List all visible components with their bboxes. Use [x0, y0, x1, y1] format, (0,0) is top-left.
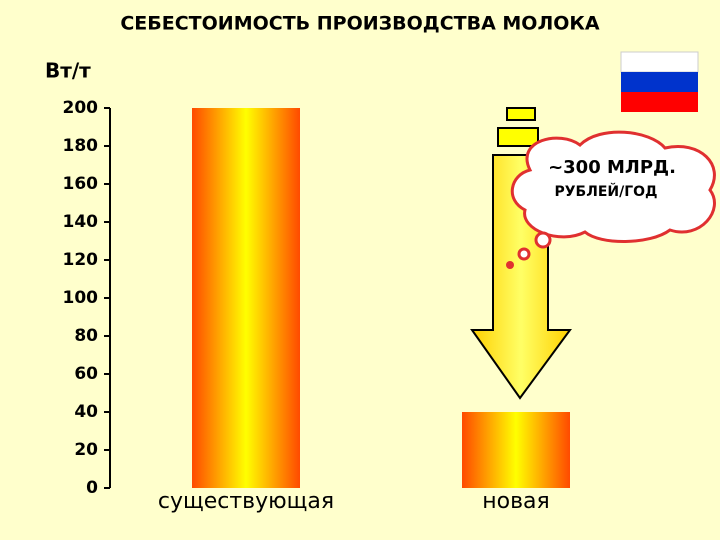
flag — [620, 51, 699, 112]
flag-white — [620, 51, 699, 73]
y-tick-label: 200 — [63, 98, 99, 118]
x-tick-label: существующая — [158, 489, 334, 514]
bubble — [506, 261, 514, 269]
bar — [192, 108, 300, 488]
y-tick-label: 160 — [63, 174, 99, 194]
bubble — [517, 247, 531, 261]
bar — [462, 412, 570, 488]
y-tick-label: 100 — [63, 288, 99, 308]
bubble — [534, 231, 552, 249]
callout: ~300 МЛРД. РУБЛЕЙ/ГОД — [506, 130, 716, 269]
y-tick-label: 60 — [74, 364, 98, 384]
x-tick-label: новая — [482, 489, 550, 514]
bars — [192, 108, 570, 488]
y-tick-label: 40 — [74, 402, 98, 422]
y-tick-label: 120 — [63, 250, 99, 270]
old-bar-piece — [497, 127, 539, 147]
y-tick-label: 0 — [86, 478, 98, 498]
annotation: ~300 МЛРД. — [548, 157, 676, 178]
y-tick-label: 180 — [63, 136, 99, 156]
cloud — [510, 130, 716, 243]
flag-red — [621, 92, 698, 112]
old-bar-piece — [506, 107, 536, 121]
y-axis-label: Вт/т — [45, 59, 91, 83]
y-tick-label: 140 — [63, 212, 99, 232]
y-tick-label: 20 — [74, 440, 98, 460]
chart-title: СЕБЕСТОИМОСТЬ ПРОИЗВОДСТВА МОЛОКА — [120, 13, 600, 35]
y-tick-label: 80 — [74, 326, 98, 346]
flag-blue — [621, 72, 698, 92]
annotation: РУБЛЕЙ/ГОД — [554, 183, 657, 200]
